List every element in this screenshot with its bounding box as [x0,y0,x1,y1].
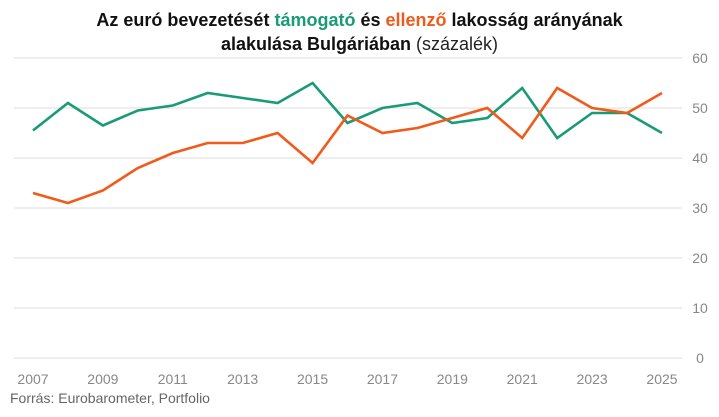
x-axis: 2007 2009 2011 2013 2015 2017 2019 2021 2023 2025 [17,371,677,387]
x-tick-label: 2013 [227,371,258,387]
x-tick-label: 2015 [297,371,328,387]
series-line-oppose [32,86,663,205]
chart-title: Az euró bevezetését támogató és ellenző … [0,8,719,56]
x-tick-label: 2009 [87,371,118,387]
y-tick-label: 60 [692,50,708,66]
title-support-word: támogató [274,10,356,30]
x-tick-label: 2017 [367,371,398,387]
series-layer [32,81,663,205]
title-oppose-word: ellenző [385,10,447,30]
y-tick-label: 50 [692,100,708,116]
y-tick-label: 30 [692,200,708,216]
x-tick-label: 2011 [158,371,188,387]
y-tick-label: 0 [696,350,704,366]
chart-title-line1: Az euró bevezetését támogató és ellenző … [0,8,719,32]
y-tick-label: 20 [692,250,708,266]
x-tick-label: 2021 [507,371,538,387]
x-tick-label: 2025 [646,371,677,387]
x-tick-label: 2023 [577,371,608,387]
grid-layer [14,57,682,359]
title-line2-bold: alakulása Bulgáriában [220,34,412,54]
x-tick-label: 2019 [437,371,468,387]
y-axis: 0 10 20 30 40 50 60 [692,50,708,366]
title-part2: és [355,10,386,30]
y-tick-label: 40 [692,150,708,166]
x-tick-label: 2007 [17,371,48,387]
title-part1: Az euró bevezetését [96,10,275,30]
series-line-support [32,81,663,140]
source-note: Forrás: Eurobarometer, Portfolio [10,390,210,406]
title-part3: lakosság arányának [446,10,623,30]
title-unit: (százalék) [411,34,499,54]
y-tick-label: 10 [692,300,708,316]
chart-title-line2: alakulása Bulgáriában (százalék) [0,32,719,56]
